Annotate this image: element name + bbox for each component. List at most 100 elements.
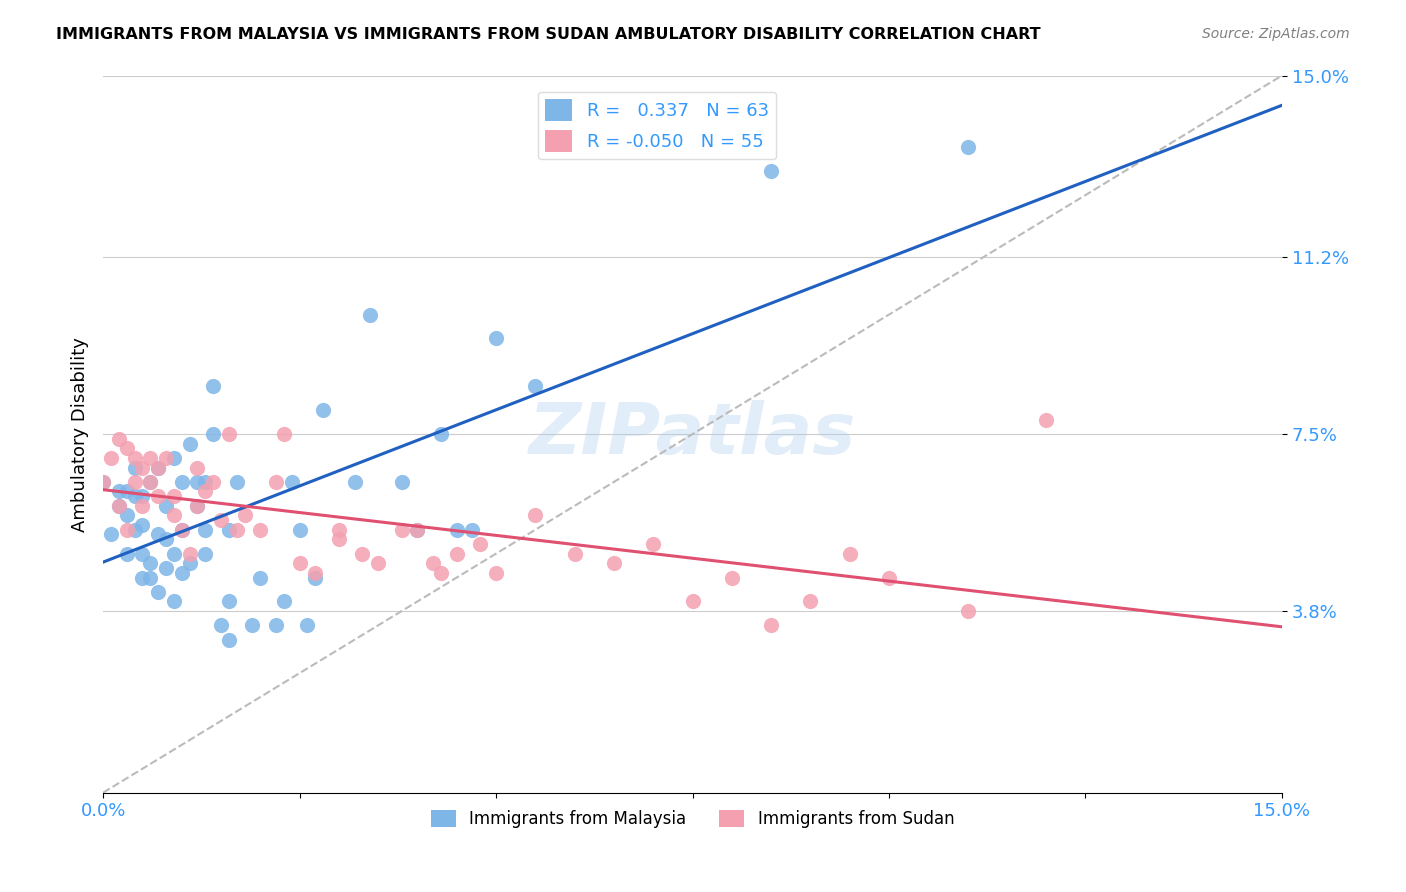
Point [422, 556, 444, 570]
Point [131, 517, 153, 532]
Point [146, 460, 169, 475]
Point [100, 527, 122, 541]
Legend: Immigrants from Malaysia, Immigrants from Sudan: Immigrants from Malaysia, Immigrants fro… [425, 803, 962, 835]
Point [956, 140, 979, 154]
Point [139, 556, 162, 570]
Point [406, 523, 429, 537]
Point [273, 594, 295, 608]
Point [682, 594, 704, 608]
Point [108, 499, 131, 513]
Point [163, 547, 186, 561]
Point [194, 484, 217, 499]
Point [249, 570, 271, 584]
Point [273, 427, 295, 442]
Point [163, 489, 186, 503]
Point [359, 308, 381, 322]
Point [877, 570, 900, 584]
Point [115, 547, 138, 561]
Point [218, 594, 240, 608]
Point [131, 499, 153, 513]
Point [124, 523, 146, 537]
Point [430, 566, 453, 580]
Point [430, 427, 453, 442]
Point [163, 450, 186, 465]
Point [124, 450, 146, 465]
Point [186, 475, 208, 489]
Point [108, 484, 131, 499]
Point [328, 523, 350, 537]
Point [170, 523, 193, 537]
Point [202, 379, 225, 393]
Point [264, 475, 287, 489]
Point [759, 164, 782, 178]
Point [280, 475, 302, 489]
Point [179, 547, 201, 561]
Point [218, 523, 240, 537]
Point [91, 475, 114, 489]
Point [186, 460, 208, 475]
Point [155, 450, 177, 465]
Point [1035, 413, 1057, 427]
Point [391, 475, 413, 489]
Point [170, 566, 193, 580]
Point [312, 403, 335, 417]
Point [131, 489, 153, 503]
Point [194, 547, 217, 561]
Point [470, 537, 492, 551]
Point [170, 523, 193, 537]
Point [170, 475, 193, 489]
Point [209, 618, 232, 632]
Point [155, 533, 177, 547]
Point [115, 484, 138, 499]
Point [838, 547, 860, 561]
Point [100, 450, 122, 465]
Point [446, 523, 468, 537]
Point [956, 604, 979, 618]
Point [524, 379, 547, 393]
Text: IMMIGRANTS FROM MALAYSIA VS IMMIGRANTS FROM SUDAN AMBULATORY DISABILITY CORRELAT: IMMIGRANTS FROM MALAYSIA VS IMMIGRANTS F… [56, 27, 1040, 42]
Point [186, 499, 208, 513]
Text: ZIPatlas: ZIPatlas [529, 400, 856, 468]
Point [131, 570, 153, 584]
Point [524, 508, 547, 523]
Point [603, 556, 626, 570]
Point [124, 460, 146, 475]
Point [446, 547, 468, 561]
Point [139, 475, 162, 489]
Point [799, 594, 821, 608]
Point [155, 499, 177, 513]
Point [194, 523, 217, 537]
Point [139, 570, 162, 584]
Point [343, 475, 366, 489]
Point [461, 523, 484, 537]
Point [225, 523, 247, 537]
Point [391, 523, 413, 537]
Point [328, 533, 350, 547]
Point [249, 523, 271, 537]
Point [139, 450, 162, 465]
Point [155, 561, 177, 575]
Point [124, 475, 146, 489]
Point [209, 513, 232, 527]
Point [485, 566, 508, 580]
Point [288, 556, 311, 570]
Point [202, 427, 225, 442]
Point [186, 499, 208, 513]
Point [288, 523, 311, 537]
Point [146, 527, 169, 541]
Point [759, 618, 782, 632]
Point [406, 523, 429, 537]
Point [179, 556, 201, 570]
Point [115, 508, 138, 523]
Text: Source: ZipAtlas.com: Source: ZipAtlas.com [1202, 27, 1350, 41]
Point [163, 594, 186, 608]
Point [564, 547, 586, 561]
Point [115, 523, 138, 537]
Point [304, 570, 326, 584]
Point [218, 427, 240, 442]
Point [91, 475, 114, 489]
Y-axis label: Ambulatory Disability: Ambulatory Disability [72, 336, 89, 532]
Point [233, 508, 256, 523]
Point [304, 566, 326, 580]
Point [202, 475, 225, 489]
